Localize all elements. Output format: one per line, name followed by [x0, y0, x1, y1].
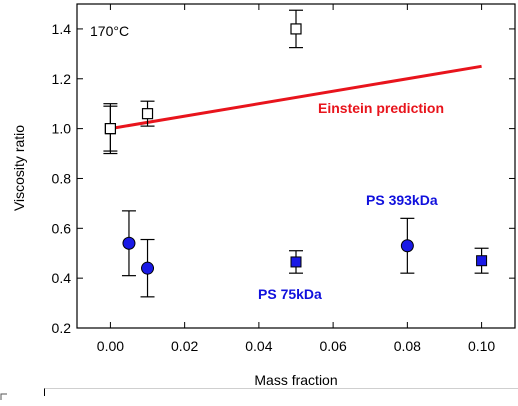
einstein-line [110, 64, 482, 131]
filled-square-marker [476, 255, 488, 267]
ps75-label: PS 75kDa [258, 286, 322, 302]
x-axis-title: Mass fraction [254, 372, 337, 388]
x-tick-label: 0.02 [171, 338, 198, 354]
corner-mark [0, 388, 8, 400]
y-tick-label: 0.4 [52, 270, 72, 286]
x-tick-label: 0.06 [319, 338, 346, 354]
y-tick-label: 1.0 [52, 121, 72, 137]
temperature-label: 170°C [90, 23, 129, 39]
y-tick-label: 0.8 [52, 170, 72, 186]
y-tick-label: 0.2 [52, 320, 72, 336]
filled-circle-marker [122, 236, 136, 250]
plot-axes [76, 3, 516, 329]
bottom-strip [44, 388, 518, 396]
einstein-label: Einstein prediction [318, 100, 444, 116]
data-point-open-square [140, 100, 155, 127]
data-points-layer [103, 9, 489, 298]
filled-circle-marker [141, 261, 155, 275]
x-tick-label: 0.04 [245, 338, 272, 354]
y-tick-label: 0.6 [52, 220, 72, 236]
data-point-filled-circle [121, 210, 136, 277]
y-tick-label: 1.2 [52, 71, 72, 87]
einstein-line-layer [110, 64, 482, 131]
ps393-label: PS 393kDa [366, 192, 438, 208]
data-point-filled-circle [400, 217, 415, 274]
open-square-marker [290, 23, 302, 35]
data-point-open-square [103, 105, 118, 152]
data-point-filled-square [474, 247, 489, 274]
x-tick-label: 0.10 [468, 338, 495, 354]
data-point-filled-circle [140, 238, 155, 298]
open-square-marker [104, 123, 117, 135]
data-point-open-square [289, 9, 303, 49]
plot-frame [76, 3, 516, 329]
axis-ticks: 0.00 0.02 0.04 0.06 0.08 0.10 0.2 0.4 0.6 0.8 1.0 1… [52, 4, 515, 354]
x-tick-label: 0.00 [97, 338, 124, 354]
y-tick-label: 1.4 [52, 21, 72, 37]
filled-square-marker [290, 256, 302, 268]
open-square-marker [141, 108, 154, 120]
data-point-filled-square [289, 250, 303, 274]
filled-circle-marker [400, 239, 414, 253]
chart: 0.00 0.02 0.04 0.06 0.08 0.10 0.2 0.4 0.6 0.8 1.0 1… [11, 3, 516, 388]
y-axis-title: Viscosity ratio [11, 125, 27, 211]
x-tick-label: 0.08 [394, 338, 421, 354]
